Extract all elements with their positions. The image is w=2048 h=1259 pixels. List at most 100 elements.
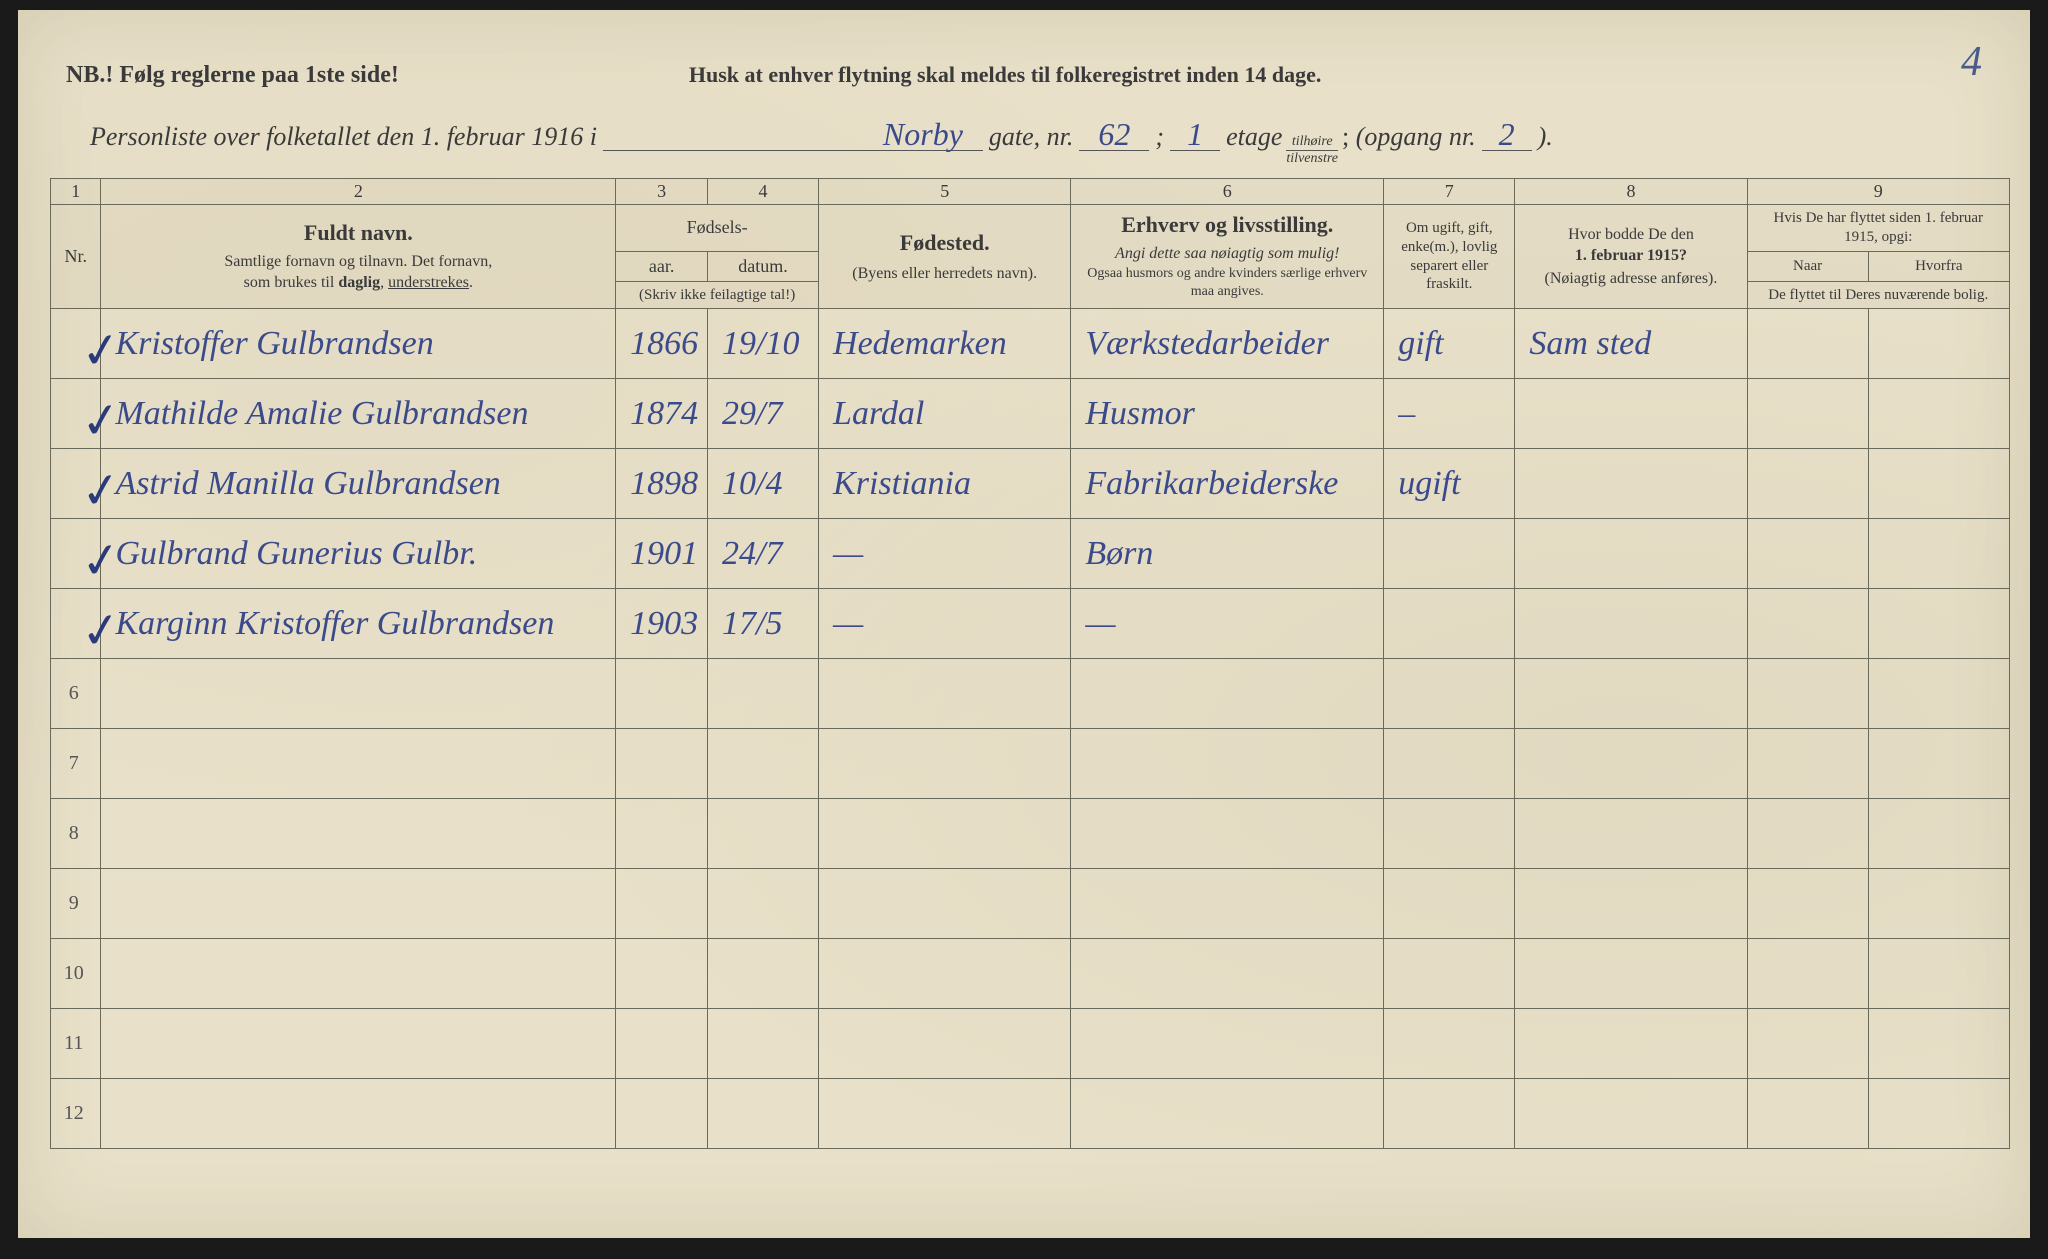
cell-birth-year: 1901	[616, 519, 708, 589]
hdr-name-title: Fuldt navn.	[109, 220, 607, 246]
cell-moved-from	[1868, 659, 2009, 729]
hdr-datum: datum.	[708, 251, 819, 281]
name-text: Astrid Manilla Gulbrandsen	[115, 465, 500, 502]
side-fraction: tilhøire tilvenstre	[1286, 135, 1338, 166]
table-row: 7	[51, 729, 2010, 799]
checkmark-icon: ✓	[78, 601, 126, 662]
cell-name	[101, 869, 616, 939]
gate-label: gate, nr.	[989, 122, 1074, 152]
cell-occupation: Værkstedarbeider	[1071, 309, 1384, 379]
hdr-prevaddr-1: Hvor bodde De den	[1523, 225, 1738, 246]
cell-moved-when	[1747, 589, 1868, 659]
hdr-aar-note: (Skriv ikke feilagtige tal!)	[616, 281, 819, 309]
cell-moved-from	[1868, 1079, 2009, 1149]
cell-moved-when	[1747, 309, 1868, 379]
colnum-6: 6	[1071, 179, 1384, 205]
etage-label: etage	[1226, 122, 1282, 152]
colnum-2: 2	[101, 179, 616, 205]
header-row-1: Nr. Fuldt navn. Samtlige fornavn og tiln…	[51, 205, 2010, 252]
table-row: 9	[51, 869, 2010, 939]
cell-birthplace	[819, 1009, 1071, 1079]
address-subtitle-row: Personliste over folketallet den 1. febr…	[90, 118, 1978, 166]
cell-marital	[1384, 519, 1515, 589]
cell-moved-when	[1747, 379, 1868, 449]
cell-row-nr: 11	[51, 1009, 101, 1079]
cell-birth-year: 1874	[616, 379, 708, 449]
cell-moved-from	[1868, 1009, 2009, 1079]
cell-birth-date: 24/7	[708, 519, 819, 589]
cell-birthplace: Kristiania	[819, 449, 1071, 519]
cell-birth-year: 1898	[616, 449, 708, 519]
cell-row-nr: 10	[51, 939, 101, 1009]
checkmark-icon: ✓	[78, 461, 126, 522]
cell-moved-from	[1868, 589, 2009, 659]
cell-moved-from	[1868, 449, 2009, 519]
cell-occupation: Husmor	[1071, 379, 1384, 449]
cell-name	[101, 659, 616, 729]
cell-birthplace	[819, 1079, 1071, 1149]
cell-birthplace	[819, 729, 1071, 799]
cell-occupation: Børn	[1071, 519, 1384, 589]
table-row: ✓Astrid Manilla Gulbrandsen189810/4Krist…	[51, 449, 2010, 519]
hdr-fodested: Fødested. (Byens eller herredets navn).	[819, 205, 1071, 309]
colnum-8: 8	[1515, 179, 1747, 205]
floor-field: 1	[1170, 118, 1220, 151]
cell-marital	[1384, 1079, 1515, 1149]
cell-birthplace: Lardal	[819, 379, 1071, 449]
cell-prev-address	[1515, 589, 1747, 659]
cell-marital	[1384, 869, 1515, 939]
cell-birth-date	[708, 799, 819, 869]
table-row: ✓Karginn Kristoffer Gulbrandsen190317/5—…	[51, 589, 2010, 659]
cell-marital	[1384, 939, 1515, 1009]
cell-birthplace: —	[819, 589, 1071, 659]
cell-moved-when	[1747, 869, 1868, 939]
hdr-fodested-sub: (Byens eller herredets navn).	[852, 265, 1037, 282]
hdr-nr: Nr.	[51, 205, 101, 309]
cell-prev-address	[1515, 799, 1747, 869]
column-number-row: 1 2 3 4 5 6 7 8 9	[51, 179, 2010, 205]
cell-birth-year	[616, 869, 708, 939]
table-row: 6	[51, 659, 2010, 729]
colnum-4: 4	[708, 179, 819, 205]
cell-name	[101, 1009, 616, 1079]
cell-marital	[1384, 729, 1515, 799]
cell-name	[101, 1079, 616, 1149]
hdr-hvorfra: Hvorfra	[1868, 251, 2009, 281]
cell-moved-from	[1868, 939, 2009, 1009]
husk-notice: Husk at enhver flytning skal meldes til …	[689, 62, 1322, 89]
cell-marital: gift	[1384, 309, 1515, 379]
cell-prev-address	[1515, 379, 1747, 449]
name-text: Karginn Kristoffer Gulbrandsen	[115, 605, 554, 642]
subtitle-prefix: Personliste over folketallet den 1. febr…	[90, 122, 597, 152]
cell-birth-year	[616, 659, 708, 729]
table-row: 12	[51, 1079, 2010, 1149]
cell-birth-year	[616, 939, 708, 1009]
cell-prev-address	[1515, 869, 1747, 939]
hdr-moved-title: Hvis De har flyttet siden 1. februar 191…	[1747, 205, 2009, 252]
cell-birth-date	[708, 869, 819, 939]
hdr-prevaddr-3: (Nøiagtig adresse anføres).	[1545, 270, 1718, 287]
cell-birthplace: Hedemarken	[819, 309, 1071, 379]
cell-birth-date	[708, 659, 819, 729]
cell-row-nr: 8	[51, 799, 101, 869]
cell-occupation	[1071, 1009, 1384, 1079]
colnum-7: 7	[1384, 179, 1515, 205]
cell-occupation	[1071, 869, 1384, 939]
cell-marital	[1384, 659, 1515, 729]
cell-birthplace	[819, 659, 1071, 729]
cell-marital: –	[1384, 379, 1515, 449]
census-table: 1 2 3 4 5 6 7 8 9 Nr. Fuldt navn. Samtli…	[50, 178, 2010, 1149]
table-row: 8	[51, 799, 2010, 869]
opgang-label: (opgang nr.	[1356, 122, 1476, 152]
cell-moved-when	[1747, 1009, 1868, 1079]
name-text: Mathilde Amalie Gulbrandsen	[115, 395, 528, 432]
hdr-marital: Om ugift, gift, enke(m.), lovlig separer…	[1384, 205, 1515, 309]
cell-prev-address	[1515, 939, 1747, 1009]
cell-prev-address	[1515, 449, 1747, 519]
hdr-prevaddr-2: 1. februar 1915?	[1523, 246, 1738, 267]
frac-top: tilhøire	[1286, 135, 1338, 151]
hdr-fodsels: Fødsels-	[616, 205, 819, 252]
table-body: ✓Kristoffer Gulbrandsen186619/10Hedemark…	[51, 309, 2010, 1149]
cell-moved-from	[1868, 309, 2009, 379]
cell-moved-when	[1747, 799, 1868, 869]
